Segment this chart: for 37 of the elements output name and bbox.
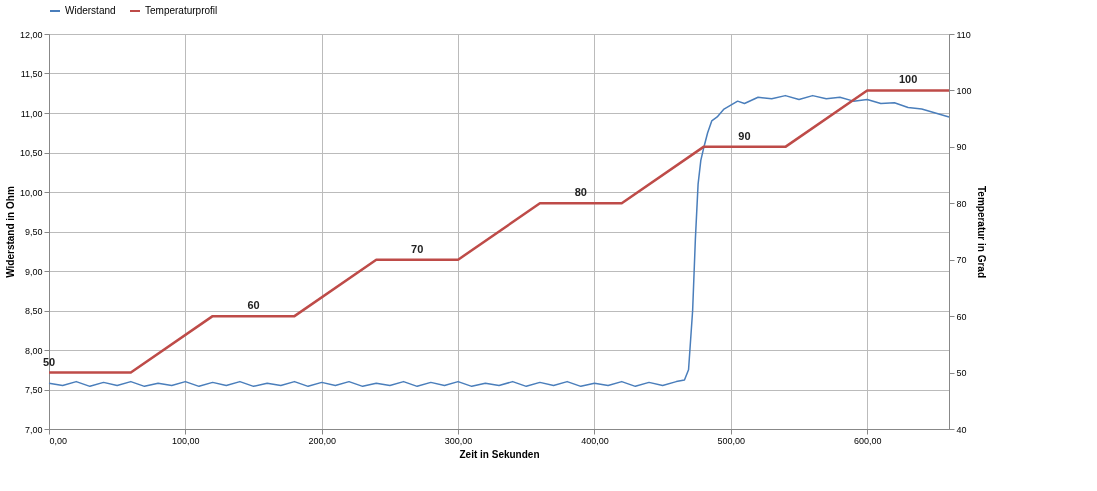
- x-tick-label: 100,00: [172, 435, 200, 446]
- y-tick-label: 11,00: [20, 108, 43, 119]
- y-tick-label: 8,00: [24, 345, 43, 356]
- y-tick-label: 9,00: [24, 266, 43, 277]
- y-axis-title: Widerstand in Ohm: [4, 186, 16, 278]
- data-label: 60: [247, 299, 260, 312]
- y-tick-label: 12,00: [19, 29, 43, 40]
- y-tick-label: 11,50: [20, 69, 43, 79]
- y2-tick-label: 100: [956, 85, 972, 96]
- legend-label: Temperaturprofil: [145, 5, 218, 16]
- data-label: 80: [574, 186, 587, 199]
- x-tick-label: 600,00: [853, 435, 882, 446]
- data-label: 100: [898, 73, 918, 86]
- y2-tick-label: 50: [956, 368, 967, 379]
- data-label: 50: [42, 355, 56, 368]
- y-tick-label: 10,50: [19, 148, 43, 158]
- y2-tick-label: 80: [956, 198, 967, 209]
- x-tick-label: 500,00: [717, 435, 746, 446]
- y2-tick-label: 110: [956, 29, 971, 40]
- x-axis-title: Zeit in Sekunden: [459, 448, 540, 460]
- x-tick-label: 200,00: [308, 435, 336, 446]
- y2-axis-title: Temperatur in Grad: [975, 185, 987, 279]
- y-tick-label: 9,50: [24, 227, 43, 237]
- y-tick-label: 7,50: [24, 385, 43, 395]
- data-label: 70: [411, 242, 424, 255]
- y2-tick-label: 90: [956, 142, 967, 153]
- y-tick-label: 8,50: [24, 306, 43, 316]
- legend-label: Widerstand: [65, 5, 116, 16]
- y-tick-label: 10,00: [19, 187, 43, 198]
- data-label: 90: [738, 129, 751, 142]
- x-tick-label: 0,00: [49, 435, 68, 446]
- y2-tick-label: 40: [956, 424, 967, 435]
- y2-tick-label: 70: [956, 255, 967, 266]
- x-tick-label: 300,00: [444, 435, 473, 446]
- x-tick-label: 400,00: [581, 435, 609, 446]
- y2-tick-label: 60: [956, 311, 967, 322]
- y-tick-label: 7,00: [24, 424, 43, 435]
